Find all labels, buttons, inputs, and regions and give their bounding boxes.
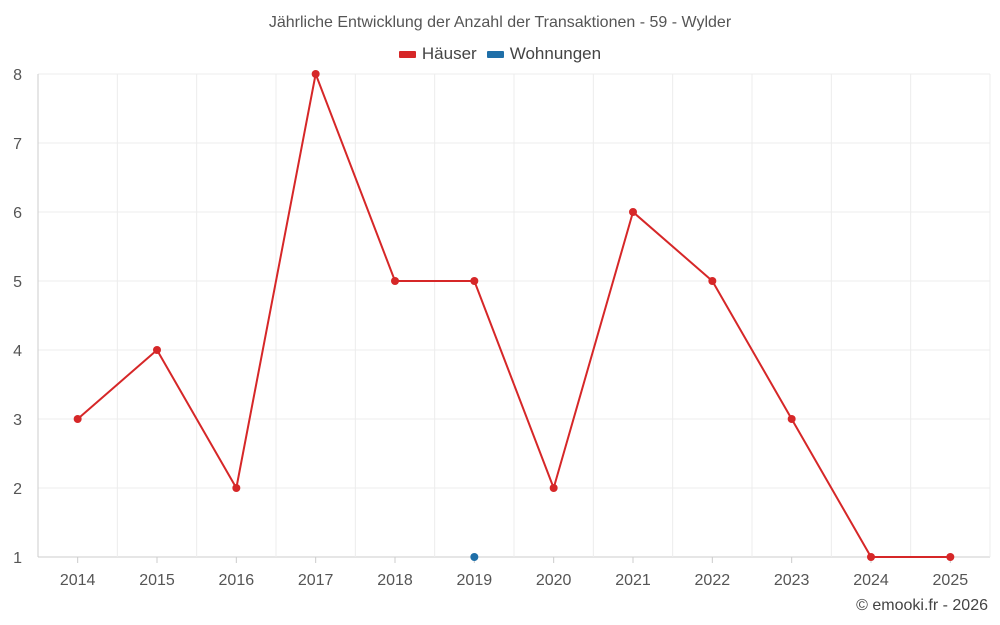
data-point-houses [867,553,875,561]
x-tick-label: 2022 [695,572,731,589]
y-tick-label: 3 [13,412,22,429]
x-tick-label: 2015 [139,572,175,589]
legend-swatch-apartments [486,50,504,58]
credit-text: © emooki.fr - 2026 [856,597,988,614]
x-tick-label: 2014 [60,572,96,589]
series-line-houses [77,73,951,558]
chart-legend: Häuser Wohnungen [0,44,1000,64]
data-point-houses [311,70,320,78]
x-tick-label: 2019 [457,572,493,589]
legend-label-houses: Häuser [421,44,477,63]
y-tick-label: 5 [13,274,22,291]
x-tick-label: 2023 [774,572,810,589]
y-tick-label: 8 [13,67,22,84]
y-tick-label: 4 [13,343,22,360]
x-tick-label: 2025 [933,572,969,589]
x-tick-label: 2018 [377,572,413,589]
x-tick-label: 2017 [298,572,334,589]
data-point-houses [629,208,637,216]
data-point-houses [73,415,82,423]
data-point-houses [549,484,558,492]
x-tick-label: 2024 [853,572,889,589]
y-tick-label: 7 [13,136,22,153]
data-point-apartments [470,553,479,561]
data-point-houses [153,346,161,354]
x-tick-label: 2021 [615,572,651,589]
data-point-houses [787,415,796,423]
y-tick-label: 6 [13,205,22,222]
x-tick-label: 2016 [219,572,255,589]
y-tick-label: 1 [13,550,22,567]
data-point-houses [391,277,399,285]
chart-title: Jährliche Entwicklung der Anzahl der Tra… [268,14,732,31]
legend-label-apartments: Wohnungen [509,44,602,63]
data-point-houses [470,277,479,285]
y-tick-label: 2 [13,481,22,498]
legend-item-houses[interactable]: Häuser [398,44,477,64]
data-point-houses [946,553,955,561]
legend-swatch-houses [398,50,416,58]
x-tick-label: 2020 [536,572,572,589]
data-point-houses [708,277,717,285]
data-point-houses [232,484,241,492]
legend-item-apartments[interactable]: Wohnungen [486,44,602,64]
